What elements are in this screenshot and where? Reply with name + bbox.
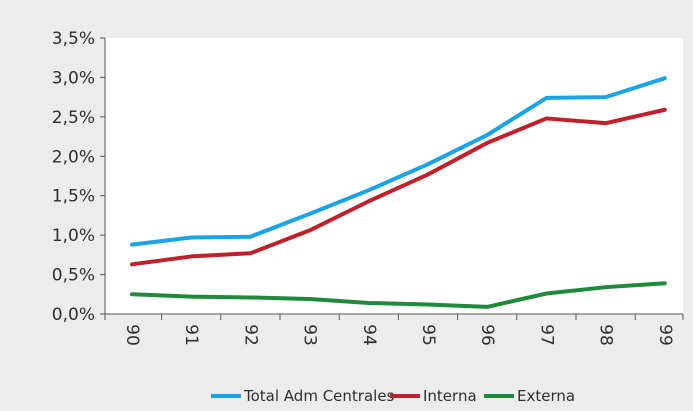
legend-label: Total Adm Centrales xyxy=(243,387,395,405)
x-tick-label: 97 xyxy=(536,324,556,346)
axes: 0,0% 0,5% 1,0% 1,5% 2,0% 2,5% 3,0% 3,5% 90 91 92 93… xyxy=(52,29,684,346)
plot-area xyxy=(105,38,683,314)
series-line-externa xyxy=(130,281,667,309)
x-tick-label: 90 xyxy=(122,324,142,346)
y-tick-label: 1,0% xyxy=(52,226,95,246)
legend-label: Interna xyxy=(423,387,477,405)
x-tick-label: 93 xyxy=(300,324,320,346)
y-tick-label: 0,0% xyxy=(52,305,95,325)
x-tick-label: 92 xyxy=(240,324,260,346)
x-tick-label: 96 xyxy=(477,324,497,346)
legend-label: Externa xyxy=(517,387,575,405)
x-tick-label: 98 xyxy=(596,324,616,346)
y-tick-label: 2,5% xyxy=(52,108,95,128)
y-tick-label: 0,5% xyxy=(52,266,95,286)
x-tick-label: 94 xyxy=(359,324,379,346)
x-tick-label: 91 xyxy=(181,324,201,346)
series-line-total-adm-centrales xyxy=(130,76,667,247)
x-tick-label: 99 xyxy=(655,324,675,346)
series-layer xyxy=(130,76,667,309)
y-tick-label: 1,5% xyxy=(52,187,95,207)
y-tick-label: 3,5% xyxy=(52,29,95,49)
x-tick-label: 95 xyxy=(418,324,438,346)
series-line-interna xyxy=(130,107,667,267)
legend: Total Adm Centrales Interna Externa xyxy=(211,387,575,405)
y-tick-label: 3,0% xyxy=(52,68,95,88)
y-tick-label: 2,0% xyxy=(52,147,95,167)
